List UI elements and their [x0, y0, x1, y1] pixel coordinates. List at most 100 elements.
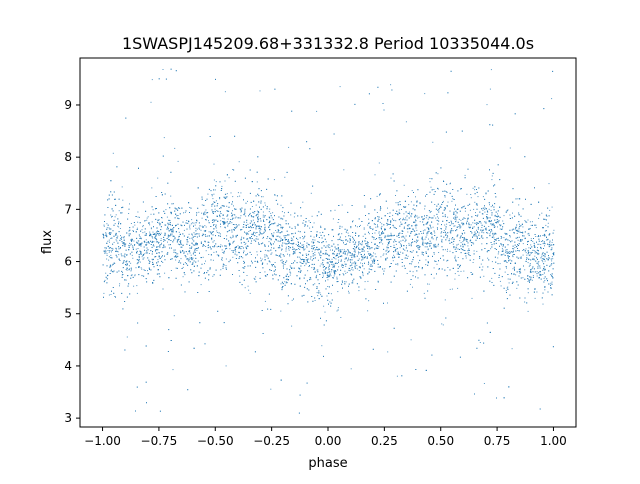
- data-point: [192, 244, 194, 246]
- data-point: [440, 232, 442, 234]
- data-point: [343, 169, 345, 171]
- data-point: [411, 231, 413, 232]
- data-point: [404, 222, 406, 224]
- data-point: [390, 84, 392, 86]
- data-point: [355, 235, 356, 236]
- data-point: [156, 227, 158, 229]
- data-point: [524, 301, 526, 303]
- data-point: [108, 256, 110, 258]
- data-point: [330, 210, 332, 212]
- data-point: [468, 226, 470, 228]
- data-point: [235, 246, 237, 248]
- data-point: [447, 267, 449, 268]
- data-point: [344, 258, 346, 260]
- data-point: [427, 290, 429, 292]
- data-point: [530, 270, 532, 272]
- data-point: [437, 223, 439, 225]
- data-point: [179, 250, 181, 252]
- data-point: [427, 218, 429, 220]
- data-point: [526, 259, 527, 260]
- data-point: [213, 224, 215, 225]
- data-point: [378, 216, 380, 218]
- data-point: [224, 180, 226, 182]
- data-point: [492, 205, 493, 207]
- data-point: [317, 271, 319, 273]
- data-point: [303, 241, 305, 242]
- data-point: [453, 240, 455, 242]
- data-point: [483, 383, 485, 384]
- data-point: [421, 238, 423, 240]
- data-point: [308, 253, 310, 255]
- data-point: [236, 225, 238, 227]
- data-point: [238, 224, 240, 226]
- data-point: [234, 217, 236, 219]
- data-point: [340, 255, 342, 257]
- data-point: [547, 222, 549, 224]
- data-point: [501, 247, 503, 249]
- data-point: [333, 243, 335, 245]
- data-point: [525, 198, 526, 200]
- data-point: [153, 266, 155, 268]
- data-point: [524, 220, 526, 222]
- data-point: [269, 220, 271, 222]
- data-point: [314, 249, 316, 251]
- data-point: [463, 270, 465, 272]
- data-point: [145, 278, 147, 280]
- data-point: [255, 195, 257, 197]
- data-point: [482, 266, 484, 268]
- data-point: [128, 213, 130, 214]
- data-point: [453, 225, 455, 227]
- data-point: [281, 244, 283, 246]
- data-point: [530, 252, 532, 254]
- data-point: [501, 244, 502, 246]
- data-point: [304, 231, 306, 233]
- data-point: [308, 220, 310, 222]
- data-point: [447, 216, 449, 218]
- data-point: [271, 233, 273, 235]
- data-point: [534, 297, 536, 299]
- data-point: [175, 259, 177, 261]
- data-point: [364, 240, 366, 242]
- data-point: [405, 217, 407, 219]
- data-point: [390, 238, 392, 240]
- data-point: [452, 243, 454, 245]
- data-point: [170, 270, 172, 271]
- data-point: [177, 160, 179, 162]
- data-point: [552, 258, 554, 260]
- data-point: [130, 267, 132, 269]
- data-point: [107, 250, 109, 251]
- data-point: [151, 79, 153, 81]
- data-point: [513, 250, 514, 252]
- data-point: [388, 241, 390, 243]
- data-point: [202, 245, 204, 247]
- data-point: [122, 267, 124, 269]
- data-point: [302, 236, 303, 237]
- data-point: [520, 240, 522, 242]
- data-point: [535, 227, 537, 229]
- data-point: [252, 238, 253, 239]
- data-point: [324, 311, 326, 313]
- data-point: [440, 228, 442, 229]
- data-point: [386, 257, 388, 259]
- data-point: [550, 274, 552, 276]
- data-point: [532, 257, 534, 259]
- data-point: [544, 269, 546, 271]
- data-point: [386, 247, 388, 249]
- data-point: [369, 248, 371, 250]
- data-point: [316, 292, 318, 294]
- data-point: [504, 254, 506, 256]
- data-point: [349, 238, 351, 240]
- data-point: [246, 238, 248, 240]
- data-point: [424, 238, 426, 240]
- data-point: [509, 214, 511, 216]
- data-point: [482, 196, 484, 198]
- data-point: [332, 229, 334, 231]
- data-point: [536, 249, 538, 251]
- data-point: [284, 281, 286, 283]
- data-point: [467, 250, 469, 252]
- data-point: [271, 252, 273, 254]
- data-point: [201, 217, 203, 219]
- data-point: [389, 239, 391, 241]
- data-point: [476, 189, 477, 190]
- data-point: [106, 253, 108, 255]
